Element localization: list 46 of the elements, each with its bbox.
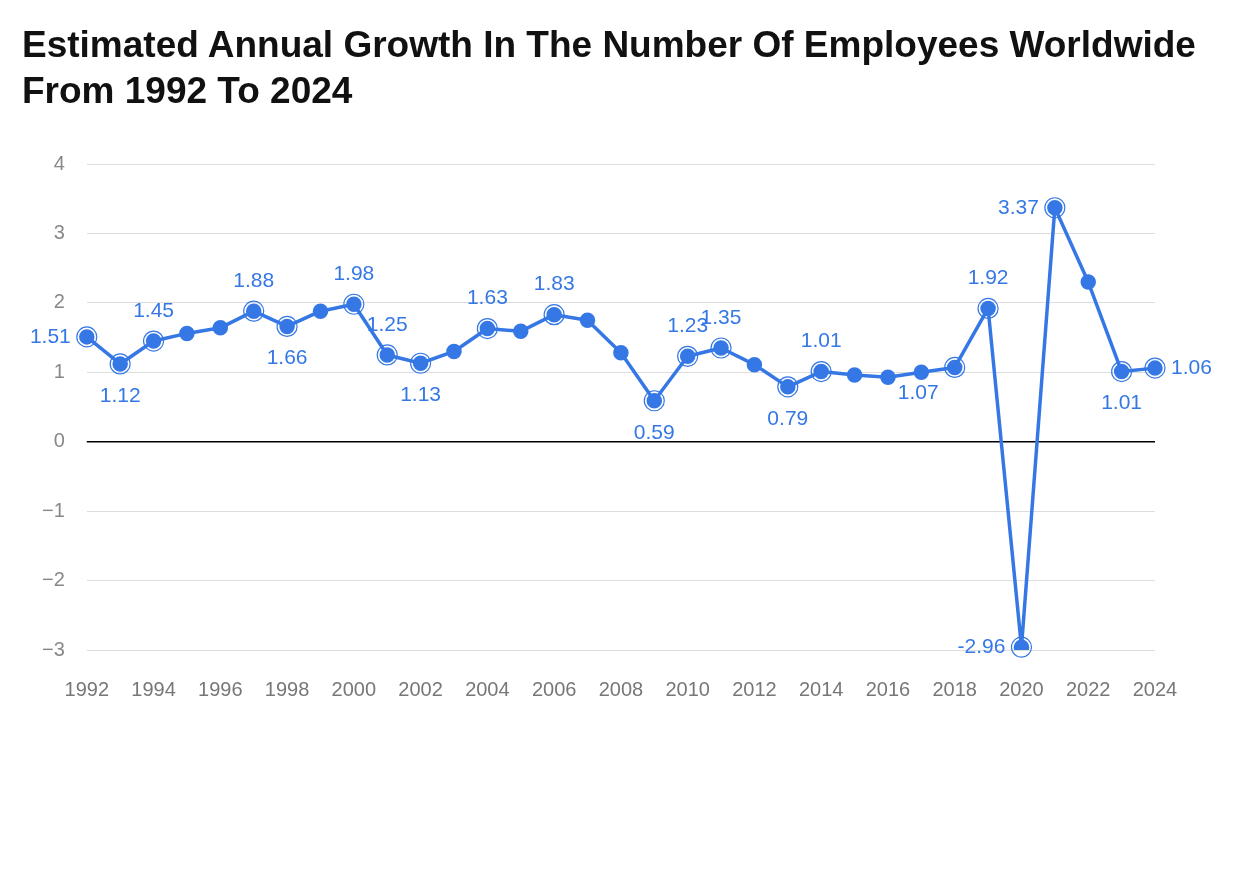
x-tick-label: 1994 <box>131 677 176 700</box>
x-tick-label: 2022 <box>1065 677 1111 700</box>
x-tick-label: 2020 <box>999 677 1044 700</box>
x-tick-label: 2010 <box>665 677 710 700</box>
x-tick-label: 2012 <box>732 677 777 700</box>
y-tick-label: −3 <box>41 637 65 660</box>
x-tick-label: 2018 <box>932 677 977 700</box>
data-label: 1.01 <box>1101 390 1143 414</box>
data-label: 1.06 <box>1171 354 1212 378</box>
x-tick-label: 1996 <box>198 677 243 700</box>
point <box>1010 636 1033 658</box>
x-tick-label: 2024 <box>1132 677 1178 700</box>
data-label: 3.37 <box>997 194 1039 218</box>
y-tick-label: −2 <box>41 568 65 591</box>
data-label: 1.25 <box>366 311 408 335</box>
data-label: 1.98 <box>333 261 375 285</box>
y-tick-label: 0 <box>53 429 65 452</box>
x-tick-label: 2006 <box>531 677 577 700</box>
data-label: 1.12 <box>99 382 141 406</box>
x-tick-label: 1992 <box>64 677 110 700</box>
data-label: 1.07 <box>897 380 939 404</box>
data-label: 0.59 <box>633 419 675 443</box>
x-tick-label: 2008 <box>598 677 644 700</box>
x-tick-label: 2016 <box>865 677 911 700</box>
data-label: 1.51 <box>29 323 71 347</box>
y-tick-label: 4 <box>53 151 65 174</box>
y-tick-label: 1 <box>53 359 65 382</box>
x-tick-label: 2014 <box>798 677 844 700</box>
chart-title: Estimated Annual Growth In The Number Of Employees Worldwide From 1992 To 2024 <box>22 23 1197 113</box>
data-label: 0.79 <box>767 405 809 429</box>
data-label: 1.13 <box>400 382 442 406</box>
data-label: 1.66 <box>266 345 308 369</box>
data-label: 1.88 <box>233 267 275 291</box>
data-label: 1.63 <box>466 285 508 309</box>
data-label: -2.96 <box>957 634 1006 658</box>
x-tick-label: 2004 <box>465 677 510 700</box>
data-label: 1.45 <box>133 297 174 321</box>
y-tick-label: −1 <box>41 498 65 521</box>
data-label: 1.92 <box>967 265 1009 289</box>
x-tick-label: 2002 <box>398 677 443 700</box>
data-label: 1.01 <box>800 328 842 352</box>
y-tick-label: 3 <box>53 220 65 243</box>
data-label: 1.83 <box>533 271 575 295</box>
x-tick-label: 1998 <box>264 677 310 700</box>
x-tick-label: 2000 <box>331 677 377 700</box>
y-tick-label: 2 <box>53 290 65 313</box>
